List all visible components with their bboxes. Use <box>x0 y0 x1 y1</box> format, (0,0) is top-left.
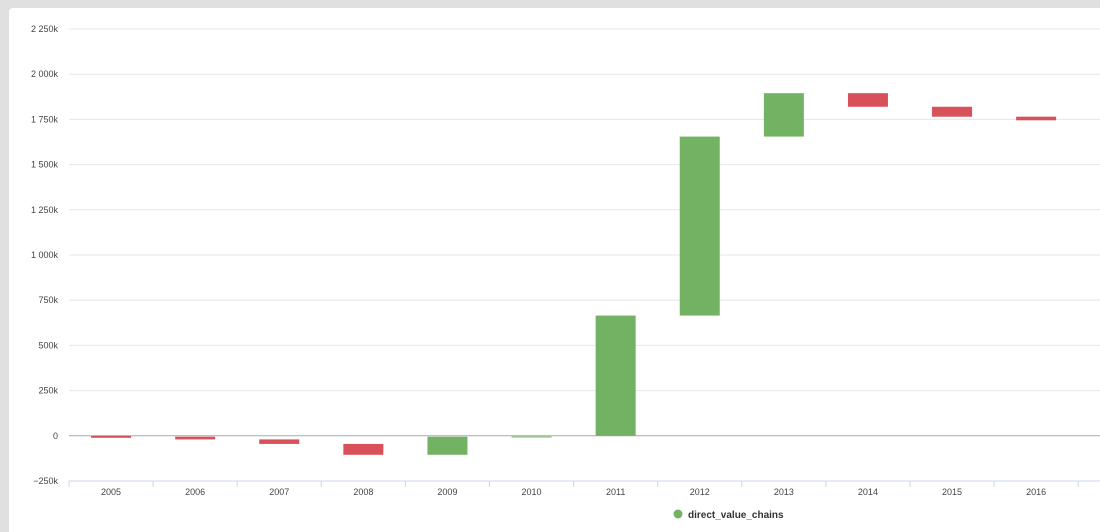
x-tick-label: 2010 <box>522 487 542 497</box>
y-axis-tick-labels: −250k 0 250k 500k 750k 1 000k 1 250k 1 500k 1 75… <box>31 24 59 486</box>
chart-panel <box>9 8 1100 532</box>
x-tick-label: 2011 <box>606 487 625 497</box>
x-tick-label: 2013 <box>774 487 794 497</box>
y-tick-label: 1 000k <box>31 250 59 260</box>
x-tick-label: 2016 <box>1026 487 1046 497</box>
y-tick-label: 500k <box>38 340 58 350</box>
y-tick-label: 1 500k <box>31 160 59 170</box>
legend-label[interactable]: direct_value_chains <box>688 510 784 521</box>
x-tick-label: 2008 <box>353 487 373 497</box>
x-tick-label: 2012 <box>690 487 710 497</box>
bar-2013[interactable] <box>763 93 804 137</box>
y-tick-label: 1 250k <box>31 205 59 215</box>
y-tick-label: −250k <box>33 476 58 486</box>
bar-2008[interactable] <box>343 443 384 455</box>
bar-2016[interactable] <box>1016 116 1057 121</box>
bar-2005[interactable] <box>91 435 132 438</box>
legend[interactable]: direct_value_chains <box>673 509 785 522</box>
y-tick-label: 1 750k <box>31 114 59 124</box>
legend-marker <box>673 509 683 519</box>
y-tick-label: 750k <box>38 295 58 305</box>
x-tick-label: 2006 <box>185 487 205 497</box>
x-axis <box>68 480 1100 487</box>
y-tick-label: 2 000k <box>31 69 59 79</box>
x-tick-label: 2014 <box>858 487 878 497</box>
bar-2007[interactable] <box>259 439 300 444</box>
bar-2012[interactable] <box>679 136 720 316</box>
bar-2010[interactable] <box>511 435 552 438</box>
bar-2014[interactable] <box>847 93 888 107</box>
x-tick-label: 2007 <box>269 487 289 497</box>
bar-2011[interactable] <box>595 315 636 436</box>
bars <box>91 93 1057 455</box>
x-tick-label: 2005 <box>101 487 121 497</box>
x-axis-tick-labels: 2005 2006 2007 2008 2009 2010 2011 2012 2013 2014… <box>101 487 1046 497</box>
bar-2009[interactable] <box>427 436 468 455</box>
bar-2006[interactable] <box>175 436 216 440</box>
y-tick-label: 250k <box>38 386 58 396</box>
y-tick-label: 2 250k <box>31 24 59 34</box>
x-tick-label: 2015 <box>942 487 962 497</box>
x-tick-label: 2009 <box>437 487 457 497</box>
bar-2015[interactable] <box>932 106 973 117</box>
grid-lines <box>69 28 1100 437</box>
y-tick-label: 0 <box>53 431 58 441</box>
